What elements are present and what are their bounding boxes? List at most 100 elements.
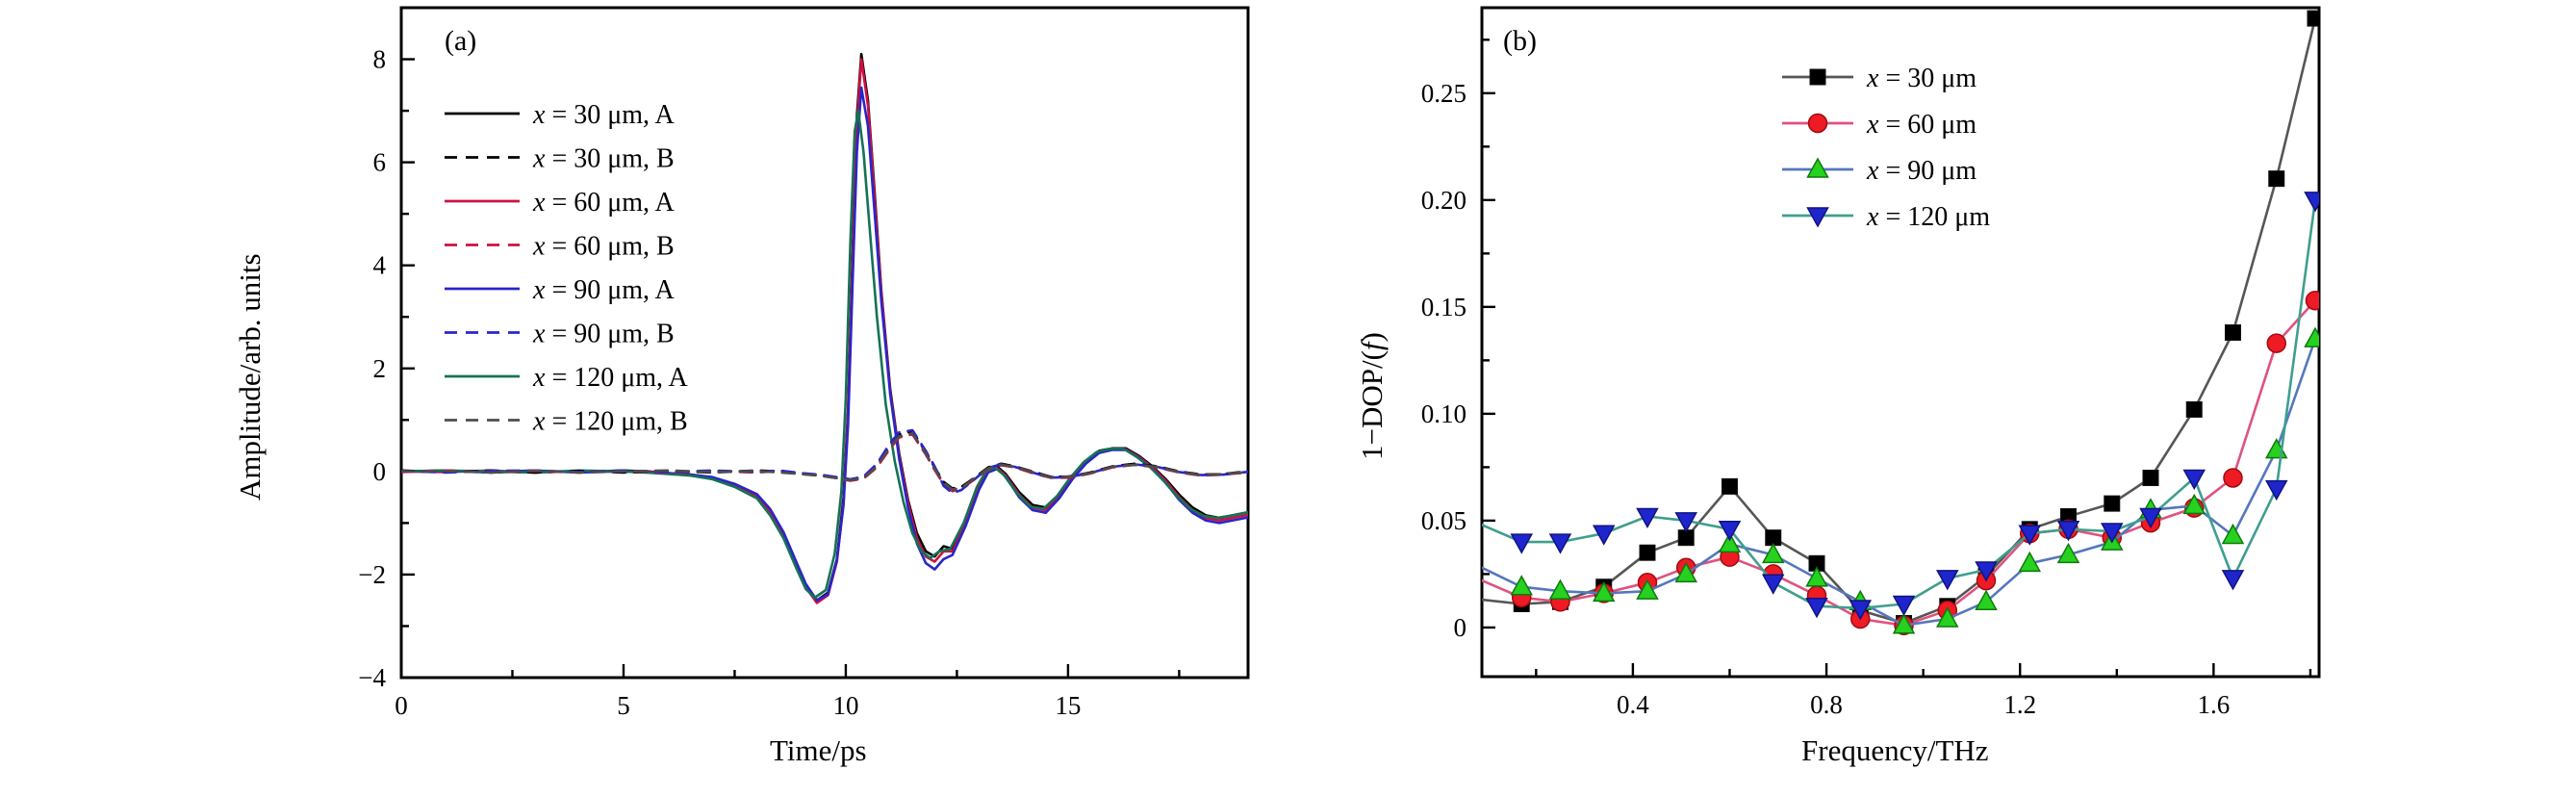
legend-label: x = 60 μm: [1866, 110, 1977, 140]
series-line-x-30-um-a: [401, 52, 1248, 602]
series-line-x-90-um-b: [401, 428, 1248, 495]
legend-label: x = 30 μm, A: [532, 100, 675, 130]
legend-a: x = 30 μm, A x = 30 μm, B x = 60 μm, A x = …: [445, 100, 688, 437]
y-tick-label: −4: [358, 663, 386, 692]
legend-label: x = 120 μm: [1866, 202, 1990, 232]
marker-x-30-um: [2142, 469, 2159, 486]
y-tick-label: −2: [358, 560, 386, 589]
marker-x-120-um: [1718, 521, 1742, 542]
legend-marker-tri-up: [1806, 157, 1829, 178]
panel-b-tag-text: (b): [1503, 25, 1537, 57]
marker-x-90-um: [2056, 542, 2080, 564]
series-line-x-30-um-b: [401, 429, 1248, 490]
marker-x-120-um: [1975, 561, 1998, 582]
marker-x-30-um: [2268, 170, 2285, 188]
marker-x-30-um: [2307, 10, 2319, 27]
series-line-x-60-um: [1482, 298, 2317, 627]
legend-item-b-0: x = 30 μm: [1782, 64, 1977, 93]
legend-label: x = 30 μm, B: [532, 144, 675, 174]
y-tick-label: 0: [373, 457, 387, 486]
panel-b-x-axis-title: Frequency/THz: [1801, 733, 1989, 768]
panel-a-tag: (a): [445, 25, 476, 58]
marker-x-60-um: [2305, 290, 2319, 311]
marker-x-120-um: [2304, 192, 2319, 213]
x-tick-label: 15: [1055, 691, 1081, 720]
marker-x-30-um: [2224, 324, 2241, 342]
marker-x-90-um: [1592, 580, 1616, 603]
marker-x-120-um: [2182, 469, 2206, 491]
x-tick-label: 0: [395, 691, 408, 720]
marker-x-60-um: [2266, 333, 2286, 353]
x-tick-label: 10: [832, 691, 858, 720]
marker-x-120-um: [2018, 525, 2042, 546]
marker-x-90-um: [1975, 589, 1998, 611]
marker-x-120-um: [1761, 574, 1785, 595]
marker-x-90-um: [1892, 613, 1916, 634]
legend-item-a-1: x = 30 μm, B: [445, 144, 675, 174]
marker-x-90-um: [1548, 578, 1572, 600]
panel-b-ylabel-post: ): [1355, 332, 1389, 343]
marker-x-90-um: [1718, 531, 1742, 553]
legend-item-a-6: x = 120 μm, A: [445, 363, 688, 393]
marker-x-120-um: [1510, 533, 1534, 554]
marker-x-120-um: [2100, 523, 2124, 544]
legend-item-a-2: x = 60 μm, A: [445, 188, 675, 218]
marker-x-90-um: [2182, 493, 2206, 515]
series-line-x-60-um-a: [401, 58, 1248, 604]
marker-x-120-um: [1636, 507, 1659, 529]
marker-x-90-um: [2304, 326, 2319, 347]
marker-x-120-um: [1674, 512, 1697, 533]
plot-frame-a: [399, 6, 1250, 680]
marker-x-120-um: [2139, 507, 2162, 529]
y-tick-label: 8: [373, 45, 387, 74]
marker-x-90-um: [2018, 551, 2042, 573]
legend-item-b-3: x = 120 μm: [1782, 202, 1990, 232]
marker-x-90-um: [1805, 566, 1828, 587]
y-tick-label: 0.20: [1421, 186, 1467, 215]
panel-a-ylabel-text: Amplitude/arb. units: [233, 253, 267, 501]
series-line-x-120-um-a: [401, 109, 1248, 600]
legend-marker-square: [1809, 68, 1826, 86]
legend-item-a-7: x = 120 μm, B: [445, 407, 688, 437]
y-tick-label: 0: [1454, 613, 1467, 642]
marker-x-90-um: [1936, 606, 1959, 628]
legend-b: x = 30 μm x = 60 μm x = 90 μm x = 120 μm: [1782, 64, 1990, 232]
y-tick-label: 4: [373, 251, 387, 280]
legend-label: x = 30 μm: [1866, 64, 1977, 93]
y-tick-label: 2: [373, 354, 387, 383]
y-tick-label: 0.10: [1421, 399, 1467, 428]
panel-b-ylabel-pre: 1−DOP/(: [1355, 350, 1389, 460]
x-tick-label: 0.4: [1617, 690, 1649, 719]
legend-item-a-5: x = 90 μm, B: [445, 320, 675, 349]
legend-marker-tri-down: [1806, 207, 1829, 228]
marker-x-120-um: [2221, 570, 2245, 591]
x-tick-label: 5: [617, 691, 630, 720]
legend-label: x = 120 μm, B: [532, 407, 688, 437]
marker-x-120-um: [1892, 595, 1916, 617]
marker-x-90-um: [2221, 523, 2245, 545]
legend-label: x = 120 μm, A: [532, 363, 688, 393]
marker-x-120-um: [1936, 570, 1959, 591]
legend-label: x = 90 μm, B: [532, 320, 675, 349]
marker-x-120-um: [1849, 600, 1873, 621]
marker-x-90-um: [1674, 561, 1697, 583]
panel-a-y-axis-title: Amplitude/arb. units: [233, 253, 268, 501]
legend-item-b-1: x = 60 μm: [1782, 110, 1977, 140]
legend-label: x = 90 μm, A: [532, 275, 675, 305]
x-tick-label: 1.6: [2197, 690, 2230, 719]
series-line-x-90-um-a: [401, 86, 1248, 602]
x-tick-label: 1.2: [2003, 690, 2036, 719]
legend-item-b-2: x = 90 μm: [1782, 156, 1977, 186]
panel-b-tag: (b): [1503, 25, 1537, 58]
marker-x-90-um: [1636, 578, 1659, 600]
marker-x-30-um: [1639, 544, 1656, 561]
panel-a-tag-text: (a): [445, 25, 477, 57]
axis-ticks-b: 0.4 0.8 1.2 1.6 0 0.05 0.10 0.15 0.20 0.25: [1421, 39, 2312, 719]
marker-x-120-um: [1805, 597, 1828, 619]
marker-x-120-um: [1548, 533, 1572, 554]
marker-x-90-um: [1761, 542, 1785, 564]
y-tick-label: 0.05: [1421, 506, 1467, 535]
